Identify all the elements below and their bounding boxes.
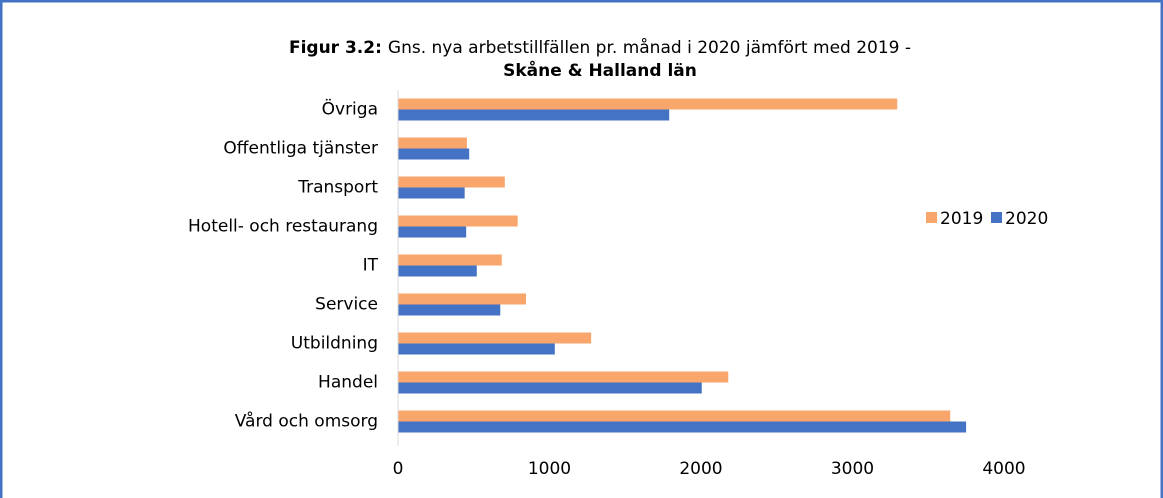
legend-label: 2019 bbox=[940, 209, 983, 229]
y-tick-label: Service bbox=[315, 295, 378, 315]
bar bbox=[398, 343, 555, 355]
bar bbox=[398, 254, 502, 266]
x-tick-label: 1000 bbox=[528, 459, 571, 479]
y-tick-label: Transport bbox=[297, 178, 378, 198]
x-tick-label: 2000 bbox=[679, 459, 722, 479]
title-line2: Skåne & Halland län bbox=[503, 59, 697, 81]
title-main: Gns. nya arbetstillfällen pr. månad i 20… bbox=[388, 37, 911, 58]
bar bbox=[398, 226, 467, 238]
bar bbox=[398, 98, 898, 110]
y-tick-label: Hotell- och restaurang bbox=[188, 217, 378, 237]
bar bbox=[398, 421, 967, 433]
bar bbox=[398, 410, 951, 422]
bar bbox=[398, 187, 465, 199]
y-tick-label: Vård och omsorg bbox=[235, 411, 378, 432]
legend-swatch bbox=[991, 212, 1002, 223]
y-tick-label: Utbildning bbox=[291, 334, 378, 354]
y-tick-label: Offentliga tjänster bbox=[223, 139, 378, 159]
bar bbox=[398, 176, 505, 188]
bar bbox=[398, 215, 518, 227]
bar bbox=[398, 109, 670, 121]
x-tick-label: 0 bbox=[393, 459, 404, 479]
bar bbox=[398, 382, 702, 394]
x-tick-label: 3000 bbox=[831, 459, 874, 479]
bar bbox=[398, 304, 501, 316]
bar bbox=[398, 137, 467, 149]
x-tick-label: 4000 bbox=[982, 459, 1025, 479]
y-tick-label: Övriga bbox=[322, 98, 378, 120]
bar bbox=[398, 148, 470, 160]
chart-title: Figur 3.2: Gns. nya arbetstillfällen pr. … bbox=[289, 37, 911, 58]
bar bbox=[398, 371, 729, 383]
bar bbox=[398, 293, 527, 305]
y-tick-label: Handel bbox=[318, 373, 378, 393]
bar bbox=[398, 265, 477, 277]
title-prefix: Figur 3.2: bbox=[289, 38, 382, 58]
legend-swatch bbox=[926, 212, 937, 223]
bar bbox=[398, 332, 592, 344]
y-tick-label: IT bbox=[363, 256, 379, 276]
legend-label: 2020 bbox=[1005, 209, 1048, 229]
